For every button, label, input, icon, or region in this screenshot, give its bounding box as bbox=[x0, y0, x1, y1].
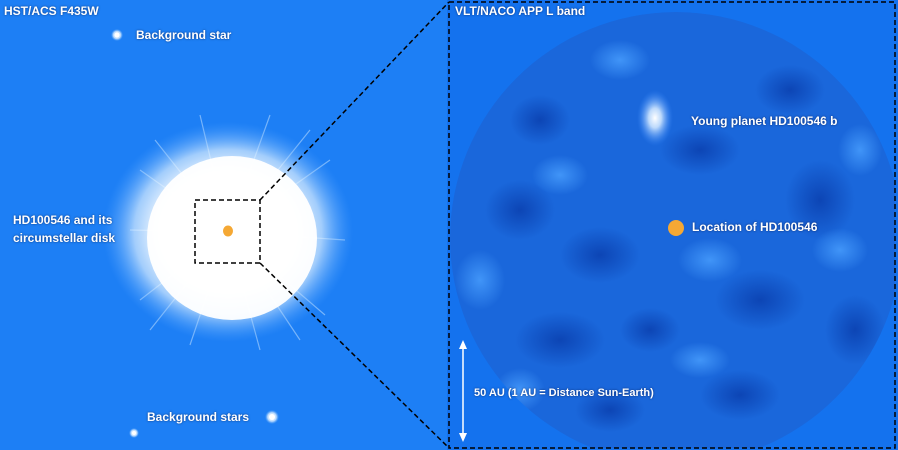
connector-line-bottom bbox=[259, 262, 450, 449]
left-panel-title: HST/ACS F435W bbox=[4, 4, 99, 18]
connector-line-top bbox=[259, 1, 450, 201]
scale-label: 50 AU (1 AU = Distance Sun-Earth) bbox=[474, 387, 654, 399]
background-star-top bbox=[111, 29, 123, 41]
star-marker-left bbox=[223, 225, 233, 237]
star-location-marker bbox=[668, 220, 684, 236]
right-panel-title: VLT/NACO APP L band bbox=[455, 4, 586, 18]
planet-label: Young planet HD100546 b bbox=[691, 114, 838, 128]
zoom-region-box bbox=[194, 199, 261, 264]
target-label-line2: circumstellar disk bbox=[13, 231, 116, 245]
background-star-label: Background star bbox=[136, 28, 232, 42]
target-label-line1: HD100546 and its bbox=[13, 213, 113, 227]
scale-bar bbox=[459, 340, 467, 442]
background-stars-label: Background stars bbox=[147, 410, 250, 424]
background-star-bottom-right bbox=[265, 410, 279, 424]
star-location-label: Location of HD100546 bbox=[692, 220, 818, 234]
right-panel-frame bbox=[448, 1, 896, 449]
disk-core bbox=[147, 156, 317, 320]
planet-hd100546b bbox=[637, 90, 673, 146]
background-star-bottom-left bbox=[129, 428, 139, 438]
speckle-field bbox=[450, 12, 895, 448]
